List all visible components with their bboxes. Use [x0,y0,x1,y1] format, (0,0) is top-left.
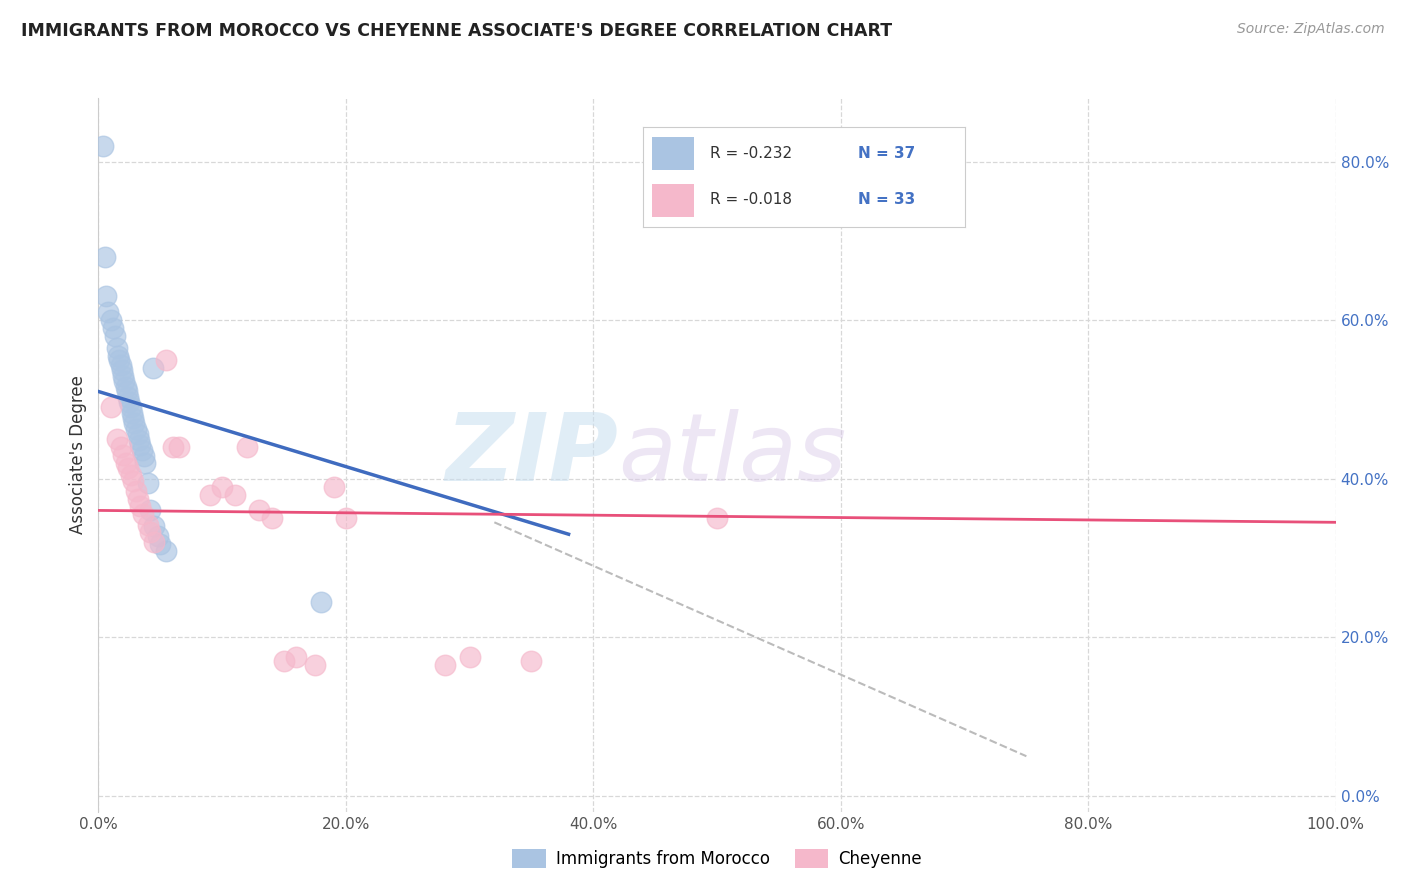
Point [122,410,145,425]
Point [706,511,728,525]
Point [149,537,172,551]
Point [97,305,120,319]
Point [142,360,165,375]
Point [304,658,326,673]
Text: N = 33: N = 33 [858,192,915,207]
Text: IMMIGRANTS FROM MOROCCO VS CHEYENNE ASSOCIATE'S DEGREE CORRELATION CHART: IMMIGRANTS FROM MOROCCO VS CHEYENNE ASSO… [21,22,893,40]
Point [107,349,129,363]
Point [105,341,128,355]
Point [122,474,145,488]
Point [110,359,132,373]
Point [134,456,156,470]
Point [100,313,122,327]
Text: N = 37: N = 37 [858,145,915,161]
Point [100,401,122,415]
Point [132,508,155,522]
Point [111,363,134,377]
Point [124,422,146,436]
Point [146,529,169,543]
Point [129,437,152,451]
Point [139,503,162,517]
Point [127,491,149,506]
Point [134,449,156,463]
Point [260,511,283,525]
Text: Source: ZipAtlas.com: Source: ZipAtlas.com [1237,22,1385,37]
Point [143,535,166,549]
Point [108,352,131,367]
Point [131,443,153,458]
Point [224,487,246,501]
Point [136,517,159,532]
Point [105,432,128,446]
Point [335,511,357,525]
Point [162,440,184,454]
Point [117,390,139,404]
Point [433,658,456,673]
Point [120,401,142,415]
Point [112,374,135,388]
Y-axis label: Associate's Degree: Associate's Degree [69,376,87,534]
Point [118,394,141,409]
Point [136,475,159,490]
Point [285,650,308,665]
Point [520,654,543,668]
Point [124,416,146,430]
Point [155,352,177,367]
Point [167,440,190,454]
Point [103,329,125,343]
Bar [652,184,695,217]
Point [117,461,139,475]
Point [93,138,115,153]
Point [110,440,132,454]
Point [127,427,149,442]
Point [211,480,233,494]
Point [155,544,177,558]
Point [273,654,295,668]
Point [247,503,270,517]
Text: ZIP: ZIP [446,409,619,501]
Point [94,289,117,303]
Bar [652,136,695,169]
Text: R = -0.018: R = -0.018 [710,192,793,207]
Point [120,467,142,482]
Point [115,384,138,399]
Point [458,650,481,665]
Point [103,321,125,335]
Point [114,456,136,470]
Point [112,448,135,462]
Point [93,250,115,264]
Point [121,406,143,420]
Text: R = -0.232: R = -0.232 [710,145,793,161]
Point [129,500,152,514]
Point [128,433,150,447]
Point [114,380,136,394]
Point [112,368,135,383]
Point [198,487,221,501]
Point [139,524,162,539]
Point [322,480,344,494]
Point [236,440,259,454]
Text: atlas: atlas [619,409,846,500]
Point [143,519,166,533]
Point [124,483,146,498]
Legend: Immigrants from Morocco, Cheyenne: Immigrants from Morocco, Cheyenne [506,842,928,875]
Point [309,594,332,608]
